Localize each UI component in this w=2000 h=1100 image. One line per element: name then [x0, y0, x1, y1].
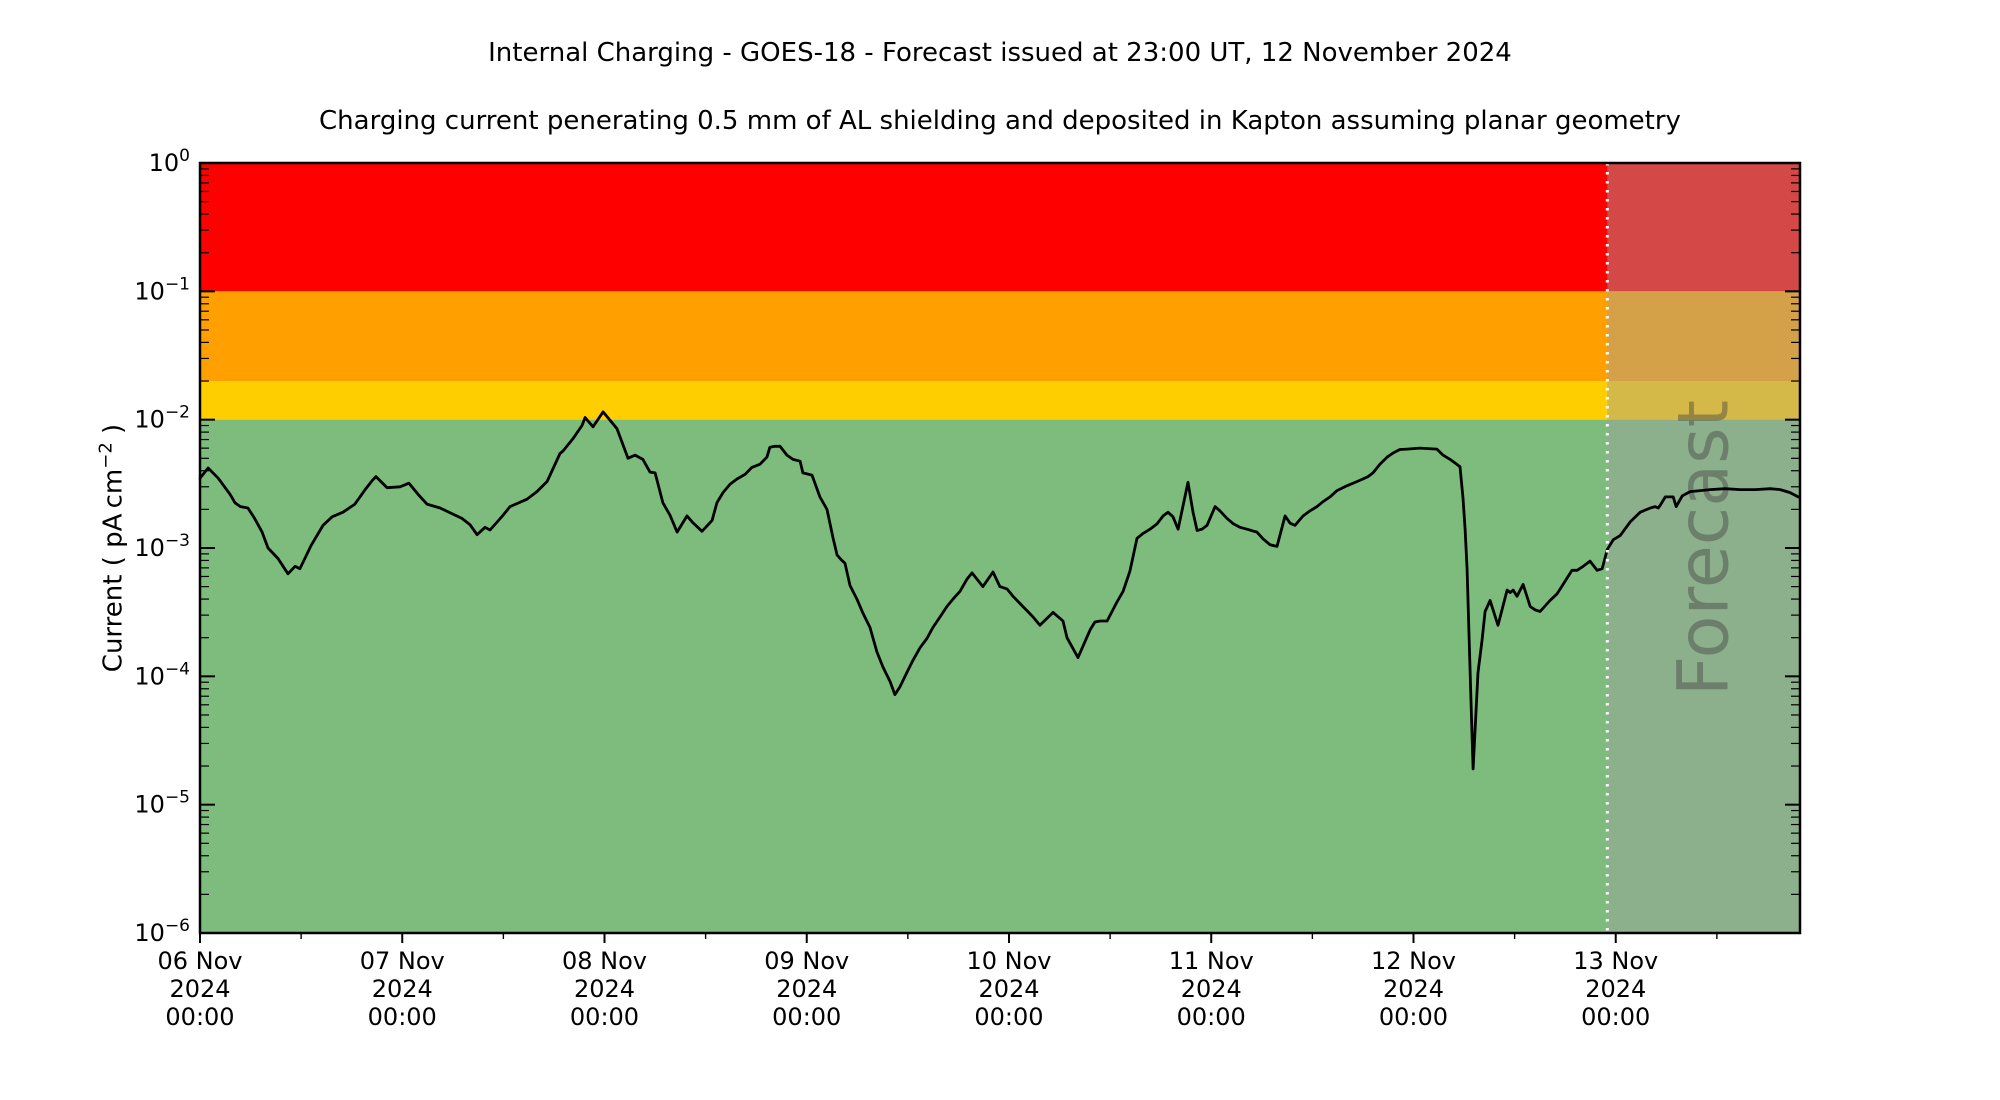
forecast-overlay: [1607, 163, 1800, 933]
tick-labels: 06 Nov 2024 00:00 07 Nov 2024 00:00 08 Nov 2024…: [134, 146, 1658, 1031]
x-tick-label: 09 Nov 2024 00:00: [764, 947, 849, 1031]
y-tick-label: 10−4: [134, 659, 190, 690]
x-tick-label: 10 Nov 2024 00:00: [966, 947, 1051, 1031]
y-tick-label: 10−6: [134, 916, 190, 947]
series-charging-current: [198, 410, 1800, 771]
y-tick-label: 100: [149, 146, 190, 177]
x-tick-label: 13 Nov 2024 00:00: [1573, 947, 1658, 1031]
band-orange: [200, 291, 1800, 382]
y-tick-label: 10−1: [134, 274, 190, 305]
x-tick-label: 11 Nov 2024 00:00: [1169, 947, 1254, 1031]
band-yellow: [200, 381, 1800, 420]
x-tick-label: 07 Nov 2024 00:00: [360, 947, 445, 1031]
forecast-region: Forecast: [1607, 163, 1800, 933]
y-tick-label: 10−5: [134, 788, 190, 819]
axes: [198, 161, 1802, 943]
band-green: [200, 419, 1800, 934]
chart-title: Internal Charging - GOES-18 - Forecast i…: [488, 38, 1512, 68]
chart-subtitle: Charging current penerating 0.5 mm of AL…: [319, 106, 1681, 136]
plot-border: [198, 161, 1802, 935]
y-tick-label: 10−3: [134, 531, 190, 562]
y-tick-label: 10−2: [134, 403, 190, 434]
threshold-bands: [200, 163, 1800, 934]
band-red: [200, 163, 1800, 292]
data-series: [198, 163, 1800, 933]
x-tick-label: 06 Nov 2024 00:00: [157, 947, 242, 1031]
x-tick-label: 08 Nov 2024 00:00: [562, 947, 647, 1031]
forecast-watermark: Forecast: [1663, 400, 1745, 696]
x-tick-label: 12 Nov 2024 00:00: [1371, 947, 1456, 1031]
